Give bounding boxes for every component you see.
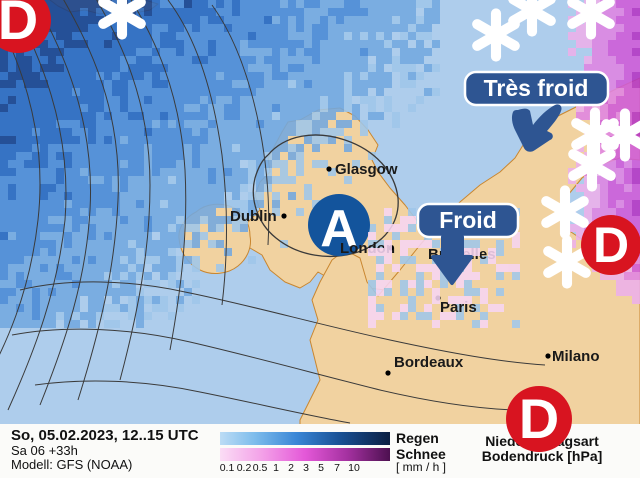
svg-text:10: 10 [348, 462, 360, 474]
svg-text:7: 7 [334, 462, 340, 474]
svg-text:Dublin: Dublin [230, 208, 277, 225]
svg-text:D: D [519, 387, 559, 450]
svg-text:1: 1 [273, 462, 279, 474]
svg-text:D: D [0, 0, 38, 51]
svg-text:D: D [593, 217, 629, 273]
svg-text:0.2: 0.2 [237, 462, 252, 474]
svg-text:Regen: Regen [396, 430, 439, 446]
svg-text:2: 2 [288, 462, 294, 474]
svg-text:3: 3 [303, 462, 309, 474]
svg-text:Milano: Milano [552, 348, 600, 365]
svg-text:Modell: GFS (NOAA): Modell: GFS (NOAA) [11, 457, 132, 472]
svg-text:Froid: Froid [439, 207, 497, 233]
svg-text:0.1: 0.1 [220, 462, 235, 474]
svg-text:[ mm / h ]: [ mm / h ] [396, 460, 446, 474]
svg-text:Bordeaux: Bordeaux [394, 354, 464, 371]
svg-text:0.5: 0.5 [253, 462, 268, 474]
svg-text:Glasgow: Glasgow [335, 161, 398, 178]
svg-text:So, 05.02.2023, 12..15 UTC: So, 05.02.2023, 12..15 UTC [11, 427, 199, 444]
svg-text:Sa 06 +33h: Sa 06 +33h [11, 443, 78, 458]
svg-text:5: 5 [318, 462, 324, 474]
svg-text:Très froid: Très froid [484, 75, 589, 101]
